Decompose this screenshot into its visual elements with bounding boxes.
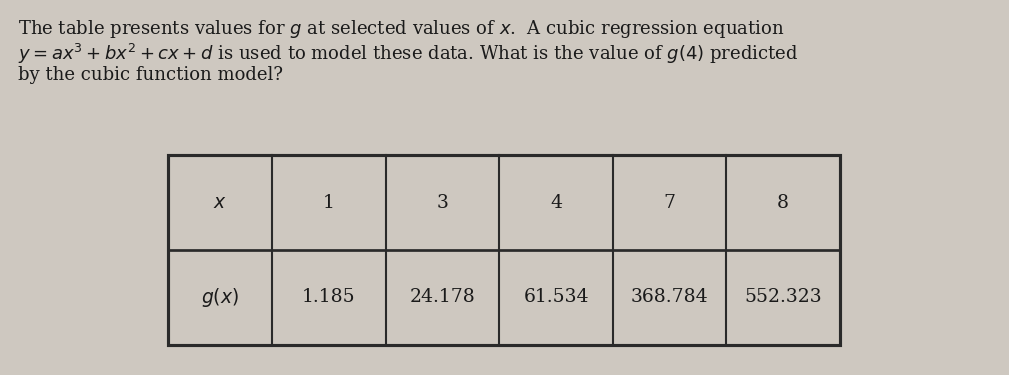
Text: 1.185: 1.185 [302, 288, 356, 306]
Text: $y = ax^3 + bx^2 + cx + d$ is used to model these data. What is the value of $g(: $y = ax^3 + bx^2 + cx + d$ is used to mo… [18, 42, 798, 66]
Text: by the cubic function model?: by the cubic function model? [18, 66, 283, 84]
Text: 3: 3 [437, 194, 448, 211]
Text: 368.784: 368.784 [631, 288, 708, 306]
Text: 24.178: 24.178 [410, 288, 475, 306]
Text: The table presents values for $g$ at selected values of $x$.  A cubic regression: The table presents values for $g$ at sel… [18, 18, 784, 40]
Text: 7: 7 [664, 194, 676, 211]
Text: 552.323: 552.323 [745, 288, 822, 306]
Text: $x$: $x$ [213, 194, 227, 211]
Text: 61.534: 61.534 [524, 288, 589, 306]
Bar [169, 155, 840, 345]
Text: 1: 1 [323, 194, 335, 211]
Text: 4: 4 [550, 194, 562, 211]
Text: 8: 8 [777, 194, 789, 211]
Text: $g(x)$: $g(x)$ [201, 286, 239, 309]
